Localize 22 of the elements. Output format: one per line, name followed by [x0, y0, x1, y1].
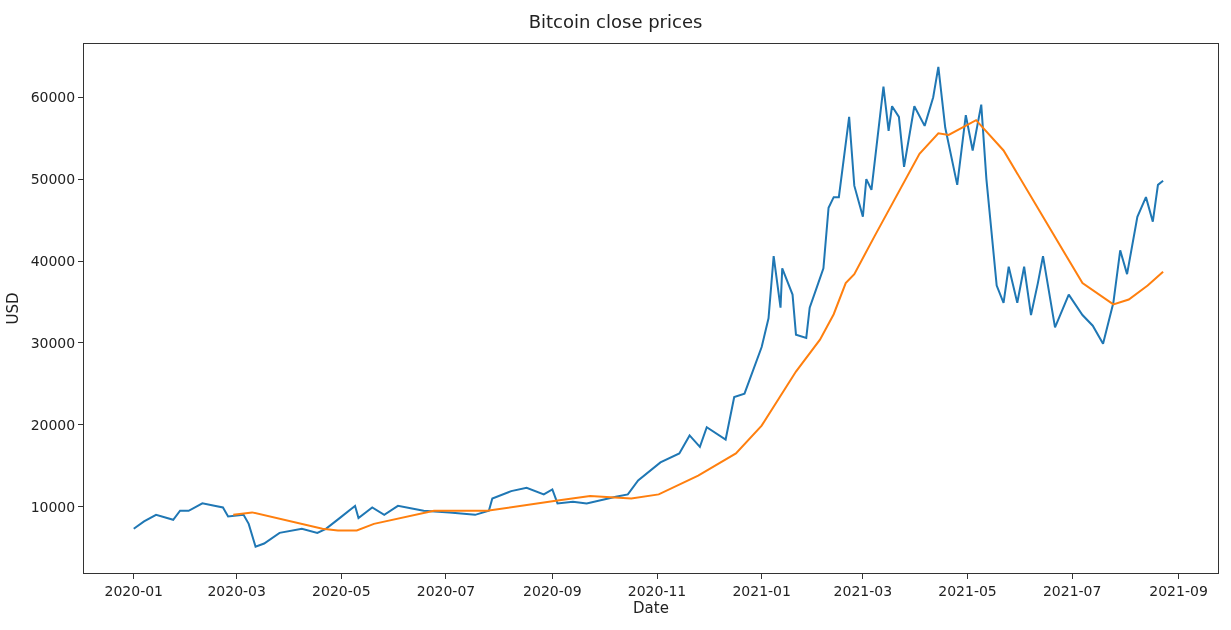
x-tick-label: 2021-01 — [732, 582, 791, 599]
y-tick-label: 40000 — [30, 252, 76, 269]
x-axis-title: Date — [633, 598, 669, 617]
y-tick-label: 20000 — [30, 416, 76, 433]
x-tick-label: 2020-07 — [416, 582, 476, 599]
x-tick-label: 2020-03 — [207, 582, 266, 599]
x-tick-label: 2020-11 — [627, 582, 687, 599]
x-tick-label: 2020-01 — [104, 582, 163, 599]
y-axis-title: USD — [3, 292, 22, 325]
line-series — [232, 119, 1165, 532]
line-series — [132, 65, 1165, 548]
x-tick-label: 2021-03 — [833, 582, 893, 599]
y-tick-label: 30000 — [30, 334, 76, 351]
x-tick-label: 2020-05 — [312, 582, 371, 599]
x-tick-label: 2020-09 — [523, 582, 582, 599]
y-tick-label: 60000 — [30, 89, 76, 106]
x-tick-label: 2021-07 — [1042, 582, 1102, 599]
y-tick-label: 10000 — [30, 498, 76, 515]
y-tick-label: 50000 — [30, 171, 76, 188]
x-tick-label: 2021-09 — [1149, 582, 1208, 599]
chart-title: Bitcoin close prices — [528, 11, 703, 33]
x-tick-label: 2021-05 — [938, 582, 997, 599]
